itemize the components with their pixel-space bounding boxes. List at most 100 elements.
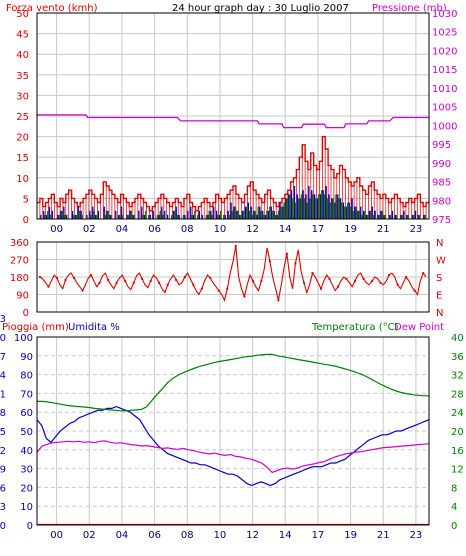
wind-gust-green-bar <box>367 214 369 219</box>
wind-gust-green-bar <box>286 198 288 219</box>
wind-gust-green-bar <box>346 202 349 219</box>
wind-gust-blue-bar <box>368 210 371 219</box>
wind-gust-green-bar <box>295 202 297 219</box>
wind-gust-blue-bar <box>201 214 203 219</box>
direction-y-tick-label: 0 <box>23 308 29 319</box>
wind-gust-green-bar <box>145 210 147 219</box>
wind-speed-title: Forza vento (kmh) <box>6 3 98 14</box>
wind-gust-green-bar <box>341 202 343 219</box>
wind-gust-green-bar <box>64 214 66 219</box>
wind-direction-point <box>64 278 67 281</box>
wind-gust-green-bar <box>297 198 300 219</box>
humidity-x-tick-label: 02 <box>83 530 96 541</box>
wind-gust-blue-bar <box>161 206 163 219</box>
wind-direction-point <box>192 283 195 286</box>
wind-gust-green-bar <box>220 210 222 219</box>
wind-direction-point <box>328 277 331 280</box>
wind-gust-blue-bar <box>345 206 347 219</box>
wind-gust-blue-bar <box>149 214 151 219</box>
humidity-legend-label: Umidita % <box>68 322 120 333</box>
wind-gust-blue-bar <box>319 194 322 219</box>
wind-gust-blue-bar <box>403 210 405 219</box>
wind-gust-green-bar <box>50 214 52 219</box>
rain-y-tick-label: 27 <box>0 352 6 363</box>
pressure-y-tick-label: 1010 <box>432 84 457 95</box>
humidity-y-tick-label: 40 <box>20 446 33 457</box>
wind-gust-blue-bar <box>74 214 77 219</box>
direction-y-tick-label: 180 <box>10 273 29 284</box>
wind-direction-point <box>141 277 144 280</box>
wind-gust-green-bar <box>395 214 398 219</box>
wind-gust-green-bar <box>127 214 130 219</box>
humidity-y-tick-label: 100 <box>14 333 33 344</box>
wind-gust-blue-bar <box>305 194 307 219</box>
wind-gust-green-bar <box>269 206 271 219</box>
wind-gust-blue-bar <box>293 186 296 219</box>
wind-direction-point <box>56 277 58 279</box>
wind-gust-green-bar <box>110 214 112 219</box>
wind-direction-point <box>158 281 161 284</box>
wind-gust-blue-bar <box>187 210 189 219</box>
wind-gust-green-bar <box>107 210 109 219</box>
wind-gust-green-bar <box>93 210 95 219</box>
temperature-y-tick-label: 20 <box>451 427 464 438</box>
wind-gust-blue-bar <box>270 206 273 219</box>
pressure-y-tick-label: 1015 <box>432 65 457 76</box>
wind-gust-green-bar <box>251 214 253 219</box>
humidity-y-tick-label: 10 <box>20 502 33 513</box>
wind-gust-blue-bar <box>247 202 249 219</box>
humidity-y-tick-label: 30 <box>20 465 33 476</box>
temperature-y-tick-label: 40 <box>451 333 464 344</box>
wind-gust-green-bar <box>237 210 239 219</box>
wind-direction-point <box>294 262 297 265</box>
wind-gust-green-bar <box>231 210 233 219</box>
wind-gust-green-bar <box>246 206 248 219</box>
wind-gust-green-bar <box>44 214 46 219</box>
wind-gust-green-bar <box>171 214 173 219</box>
direction-panel-frame <box>36 241 430 313</box>
wind-gust-green-bar <box>315 198 317 219</box>
wind-y-tick-label: 5 <box>23 194 29 205</box>
wind-direction-point <box>345 277 348 280</box>
wind-gust-blue-bar <box>354 206 356 219</box>
wind-gust-green-bar <box>75 214 78 219</box>
rain-y-tick-label: 21 <box>0 389 6 400</box>
wind-gust-blue-bar <box>259 206 261 219</box>
wind-direction-point <box>268 260 271 263</box>
wind-gust-green-bar <box>142 214 144 219</box>
humidity-x-tick-label: 08 <box>181 530 194 541</box>
wind-gust-blue-bar <box>351 198 353 219</box>
wind-gust-green-bar <box>240 214 242 219</box>
wind-gust-blue-bar <box>210 210 212 219</box>
wind-gust-green-bar <box>156 214 158 219</box>
pressure-y-tick-label: 990 <box>432 159 451 170</box>
wind-gust-blue-bar <box>198 210 200 219</box>
wind-gust-green-bar <box>58 214 60 219</box>
wind-y-tick-label: 30 <box>16 91 29 102</box>
humidity-series <box>36 405 430 487</box>
wind-gust-blue-bar <box>244 206 247 219</box>
wind-gust-green-bar <box>369 210 372 219</box>
wind-gust-blue-bar <box>213 206 215 219</box>
wind-x-tick-label: 10 <box>214 224 227 235</box>
pressure-y-tick-label: 1000 <box>432 121 457 132</box>
wind-gust-green-bar <box>274 214 277 219</box>
wind-direction-point <box>39 276 41 278</box>
wind-gust-green-bar <box>280 206 282 219</box>
wind-gust-blue-bar <box>66 214 68 219</box>
wind-gust-blue-bar <box>417 214 420 219</box>
wind-direction-point <box>337 285 339 288</box>
wind-gust-green-bar <box>312 194 314 219</box>
wind-direction-point <box>149 279 152 282</box>
wind-gust-blue-bar <box>227 210 229 219</box>
wind-gust-green-bar <box>338 198 340 219</box>
temperature-y-tick-label: 16 <box>451 446 464 457</box>
wind-gust-blue-bar <box>414 210 417 219</box>
temperature-y-tick-label: 36 <box>451 352 464 363</box>
wind-gust-blue-bar <box>288 194 290 219</box>
wind-gust-green-bar <box>303 198 305 219</box>
pressure-y-tick-label: 1005 <box>432 103 457 114</box>
wind-gust-green-bar <box>148 214 150 219</box>
wind-gust-green-bar <box>211 214 213 219</box>
wind-gust-green-bar <box>344 206 346 219</box>
